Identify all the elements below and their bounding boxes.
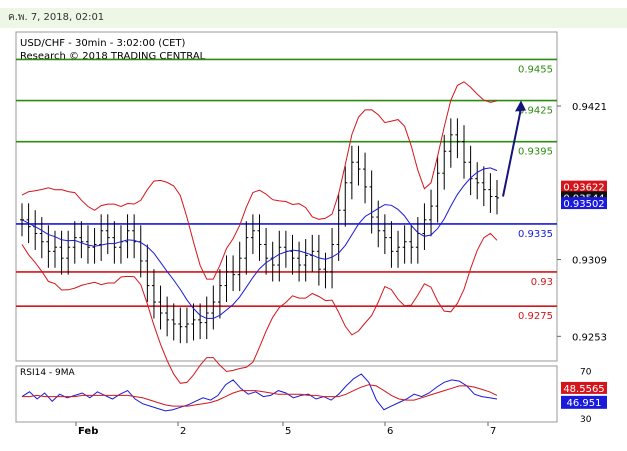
price-tag-label: 0.93622	[563, 183, 604, 194]
level-label: 0.9395	[518, 147, 553, 158]
projection-arrow	[502, 100, 526, 197]
moving-average	[21, 167, 498, 319]
main-panel-frame	[15, 31, 558, 362]
x-tick-label: 7	[490, 426, 496, 437]
level-label: 0.9425	[518, 106, 553, 117]
rsi-value-tag	[561, 395, 607, 409]
y-axis-ticks: 0.9421 0.9309 0.9253 70 30	[557, 102, 607, 425]
candles	[20, 118, 499, 344]
x-tick-label: 2	[180, 426, 186, 437]
price-tag	[561, 197, 607, 210]
y-tick-label: 0.9253	[572, 332, 607, 343]
rsi-ma-tag	[561, 381, 607, 394]
rsi-line	[21, 373, 498, 412]
x-tick-label: 5	[285, 426, 291, 437]
price-tag	[561, 180, 607, 193]
rsi-value-tag-label: 46.951	[567, 398, 602, 409]
upper-band	[21, 81, 498, 280]
level-label: 0.9335	[518, 229, 553, 240]
timestamp-band	[0, 8, 627, 28]
y-tick-label: 0.9421	[572, 102, 607, 113]
level-label: 0.93	[531, 277, 553, 288]
y-tick-label: 0.9309	[572, 256, 607, 267]
rsi-lines	[21, 373, 498, 412]
rsi-tick-label: 30	[580, 415, 592, 425]
rsi-ma-line	[22, 384, 498, 407]
projection-line	[502, 108, 522, 197]
level-label: 0.9455	[518, 64, 553, 75]
top-bar: ค.พ. 7, 2018, 02:01	[0, 0, 627, 30]
chart-title: USD/CHF - 30min - 3:02:00 (CET)	[20, 38, 186, 49]
x-tick-label: Feb	[78, 426, 98, 437]
timestamp: ค.พ. 7, 2018, 02:01	[8, 12, 105, 23]
price-tag-label: 0.93502	[563, 199, 604, 210]
rsi-ma-tag-label: 48.5565	[563, 384, 604, 395]
chart-subtitle: Research © 2018 TRADING CENTRAL	[20, 51, 206, 62]
level-lines: 0.9455 0.9425 0.9395 0.9335 0.93 0.9275	[16, 58, 557, 322]
x-axis-ticks: Feb 2 5 6 7	[75, 422, 496, 437]
level-label: 0.9275	[518, 311, 553, 322]
rsi-tick-label: 70	[580, 367, 592, 377]
x-tick-label: 6	[387, 426, 393, 437]
projection-arrowhead	[515, 100, 526, 112]
bollinger-bands	[21, 81, 498, 384]
lower-band	[21, 232, 498, 384]
rsi-title: RSI14 - 9MA	[20, 368, 76, 378]
